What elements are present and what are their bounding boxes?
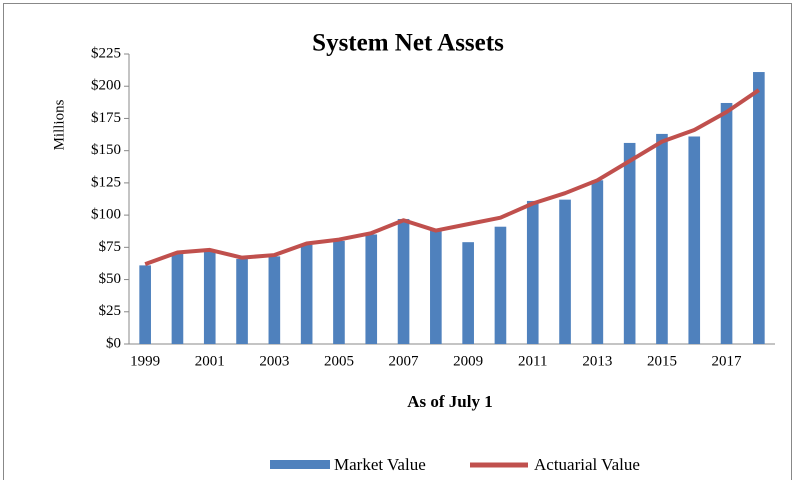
legend-label: Market Value [334, 455, 426, 474]
y-tick-label: $225 [91, 45, 121, 61]
line [144, 88, 760, 266]
bar [656, 133, 668, 344]
x-tick-label: 2005 [324, 353, 354, 369]
x-tick-label: 2011 [518, 353, 547, 369]
x-tick-label: 1999 [130, 353, 160, 369]
y-tick-label: $175 [91, 110, 121, 126]
bar [236, 258, 248, 344]
y-tick-label: $125 [91, 174, 121, 190]
chart-title: System Net Assets [312, 30, 504, 57]
bar [462, 242, 474, 344]
x-tick-label: 2013 [582, 353, 612, 369]
y-tick-label: $50 [99, 271, 122, 287]
bar [430, 230, 442, 344]
x-tick-label: 2007 [389, 353, 420, 369]
bar [494, 226, 507, 344]
bar [720, 102, 733, 344]
bar [591, 180, 604, 344]
chart-border [3, 3, 792, 480]
bar [753, 72, 765, 345]
x-tick-label: 2009 [453, 353, 483, 369]
y-tick-label: $25 [99, 303, 122, 319]
y-tick-label: $0 [106, 335, 121, 351]
bar [300, 244, 313, 344]
x-tick-label: 2003 [259, 353, 289, 369]
bar [559, 199, 571, 344]
x-tick-label: 2017 [712, 353, 743, 369]
y-axis-label: Millions [51, 99, 67, 150]
bar [333, 240, 345, 344]
legend-label: Actuarial Value [534, 455, 640, 474]
bar [397, 218, 410, 344]
x-tick-label: 2015 [647, 353, 677, 369]
y-tick-label: $200 [91, 78, 121, 94]
bar [623, 142, 636, 344]
bar [139, 265, 151, 344]
legend-swatch [270, 460, 330, 469]
bar [268, 256, 281, 344]
y-tick-label: $75 [99, 239, 122, 255]
x-axis-label: As of July 1 [407, 392, 492, 411]
y-tick-label: $150 [91, 142, 121, 158]
bar [203, 251, 216, 344]
bar [171, 253, 184, 344]
bar [365, 234, 378, 344]
x-tick-label: 2001 [195, 353, 225, 369]
bar [688, 136, 701, 344]
y-tick-label: $100 [91, 207, 121, 223]
bar [526, 200, 539, 344]
